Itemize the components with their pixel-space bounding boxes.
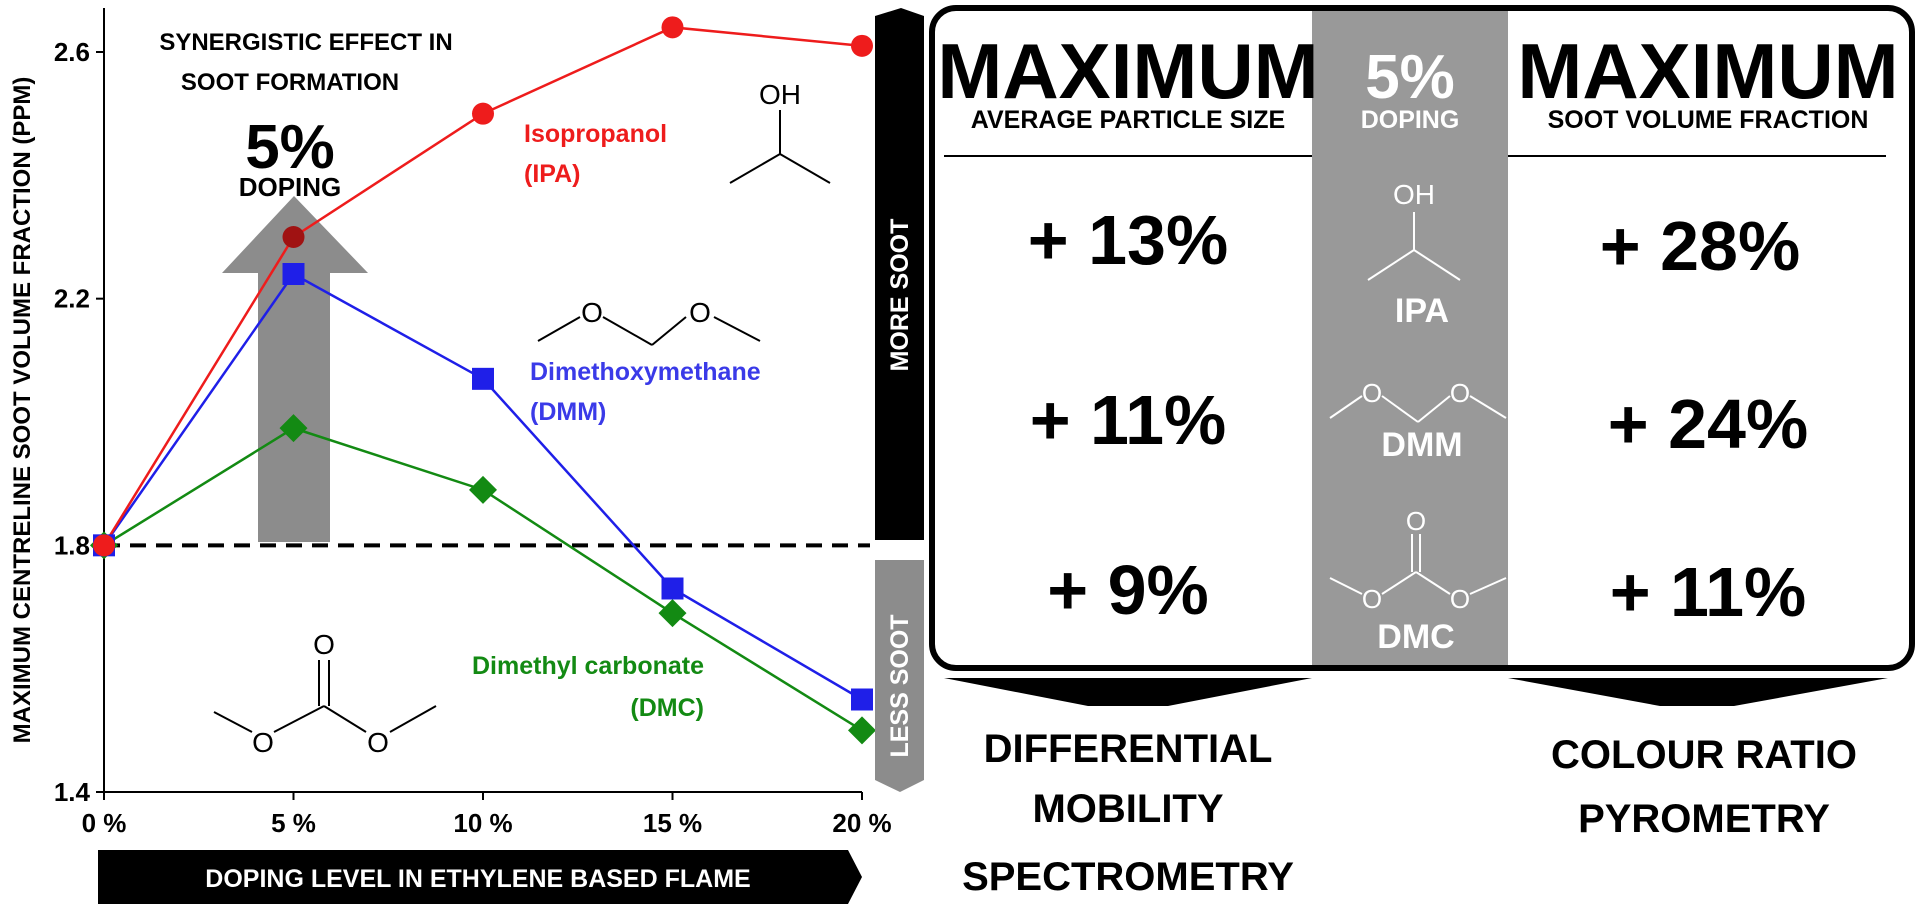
data-point-ipa-0 bbox=[93, 534, 115, 557]
row-dmc-middle-label: DMC bbox=[1377, 618, 1454, 656]
isopropanol-structure bbox=[729, 110, 831, 184]
dmc-o-label-top: O bbox=[313, 629, 335, 660]
data-point-dmc-20 bbox=[848, 716, 876, 745]
header-left-big: MAXIMUM bbox=[937, 27, 1318, 115]
row-ipa-right-value: + 28% bbox=[1600, 207, 1800, 285]
row-dmc-right-value: + 11% bbox=[1610, 553, 1807, 631]
data-point-ipa-20 bbox=[851, 34, 873, 57]
row-dmc-left-value: + 9% bbox=[1047, 551, 1209, 629]
isopropanol-oh-label: OH bbox=[759, 79, 801, 110]
x-tick-label: 20 % bbox=[832, 808, 891, 838]
right-method-pointer bbox=[1508, 678, 1888, 706]
synergy-text-line1: SYNERGISTIC EFFECT IN bbox=[159, 29, 452, 56]
row-dmm-middle-label: DMM bbox=[1381, 426, 1462, 464]
data-point-dmm-5 bbox=[282, 263, 305, 285]
header-middle-big: 5% bbox=[1365, 43, 1455, 112]
left-method-line1: DIFFERENTIAL bbox=[984, 727, 1273, 771]
table-dmc-o-label-left: O bbox=[1362, 584, 1382, 614]
dmm-o-label-2: O bbox=[689, 297, 711, 328]
doping-big-text: 5% bbox=[245, 113, 335, 182]
doping-word-text: DOPING bbox=[239, 172, 342, 202]
dmm-o-label-1: O bbox=[581, 297, 603, 328]
data-point-dmc-5 bbox=[279, 414, 308, 443]
right-method-line2: PYROMETRY bbox=[1578, 797, 1830, 841]
data-point-dmc-15 bbox=[658, 599, 687, 628]
header-middle-small: DOPING bbox=[1361, 106, 1460, 134]
row-ipa-middle-label: IPA bbox=[1395, 292, 1449, 330]
dimethoxymethane-structure bbox=[537, 316, 761, 346]
left-method-line2: MOBILITY bbox=[1032, 787, 1223, 831]
header-left-small: AVERAGE PARTICLE SIZE bbox=[971, 106, 1285, 134]
synergy-up-arrow bbox=[222, 196, 368, 542]
table-dmc-o-label-top: O bbox=[1406, 506, 1426, 536]
dmc-o-label-right: O bbox=[367, 727, 389, 758]
data-point-dmm-10 bbox=[472, 367, 494, 390]
dimethyl-carbonate-structure bbox=[213, 660, 437, 733]
y-tick-label: 2.6 bbox=[54, 37, 90, 67]
row-dmm-left-value: + 11% bbox=[1030, 381, 1227, 459]
summary-gray-band bbox=[1312, 8, 1508, 668]
series-label-dmc: Dimethyl carbonate bbox=[472, 652, 704, 680]
table-dmm-structure bbox=[1329, 395, 1507, 423]
data-point-ipa-15 bbox=[661, 16, 684, 39]
less-soot-bar bbox=[875, 560, 924, 792]
x-tick-label: 5 % bbox=[271, 808, 316, 838]
left-method-line3: SPECTROMETRY bbox=[962, 855, 1294, 899]
x-axis-label: DOPING LEVEL IN ETHYLENE BASED FLAME bbox=[205, 865, 750, 893]
series-abbr-dmc: (DMC) bbox=[630, 694, 704, 722]
summary-panel: MAXIMUM AVERAGE PARTICLE SIZE 5% DOPING … bbox=[929, 5, 1915, 899]
header-right-big: MAXIMUM bbox=[1517, 27, 1898, 115]
soot-chart: MAXIMUM CENTRELINE SOOT VOLUME FRACTION … bbox=[9, 8, 924, 904]
more-soot-label: MORE SOOT bbox=[886, 219, 914, 372]
table-dmc-structure bbox=[1329, 534, 1507, 595]
table-isopropanol-structure bbox=[1367, 212, 1461, 281]
left-method-pointer bbox=[944, 678, 1312, 706]
x-axis-banner bbox=[98, 850, 862, 904]
x-tick-label: 15 % bbox=[643, 808, 702, 838]
more-soot-bar bbox=[875, 8, 924, 540]
series-label-ipa: Isopropanol bbox=[524, 120, 667, 148]
synergy-text-line2: SOOT FORMATION bbox=[181, 69, 399, 96]
x-tick-label: 10 % bbox=[453, 808, 512, 838]
header-right-small: SOOT VOLUME FRACTION bbox=[1548, 106, 1869, 134]
row-ipa-left-value: + 13% bbox=[1028, 201, 1228, 279]
y-tick-label: 1.8 bbox=[54, 530, 90, 560]
table-isopropanol-oh-label: OH bbox=[1393, 179, 1435, 210]
data-point-dmm-20 bbox=[851, 688, 873, 711]
summary-frame bbox=[929, 5, 1915, 671]
y-tick-label: 2.2 bbox=[54, 284, 90, 314]
data-point-dmm-15 bbox=[661, 577, 684, 600]
less-soot-label: LESS SOOT bbox=[886, 614, 914, 757]
data-point-ipa-5 bbox=[282, 226, 305, 248]
series-abbr-ipa: (IPA) bbox=[524, 160, 580, 188]
right-method-line1: COLOUR RATIO bbox=[1551, 733, 1857, 777]
series-line-dmc bbox=[103, 426, 863, 732]
row-dmm-right-value: + 24% bbox=[1608, 385, 1808, 463]
data-point-dmc-10 bbox=[469, 475, 497, 504]
y-tick-label: 1.4 bbox=[54, 777, 91, 807]
x-tick-label: 0 % bbox=[82, 808, 127, 838]
dmc-o-label-left: O bbox=[252, 727, 274, 758]
table-dmc-o-label-right: O bbox=[1450, 584, 1470, 614]
series-abbr-dmm: (DMM) bbox=[530, 398, 606, 426]
series-label-dmm: Dimethoxymethane bbox=[530, 358, 761, 386]
table-dmm-o-label-2: O bbox=[1450, 378, 1470, 408]
table-dmm-o-label-1: O bbox=[1362, 378, 1382, 408]
data-point-ipa-10 bbox=[472, 102, 494, 125]
y-axis-label: MAXIMUM CENTRELINE SOOT VOLUME FRACTION … bbox=[9, 77, 36, 744]
